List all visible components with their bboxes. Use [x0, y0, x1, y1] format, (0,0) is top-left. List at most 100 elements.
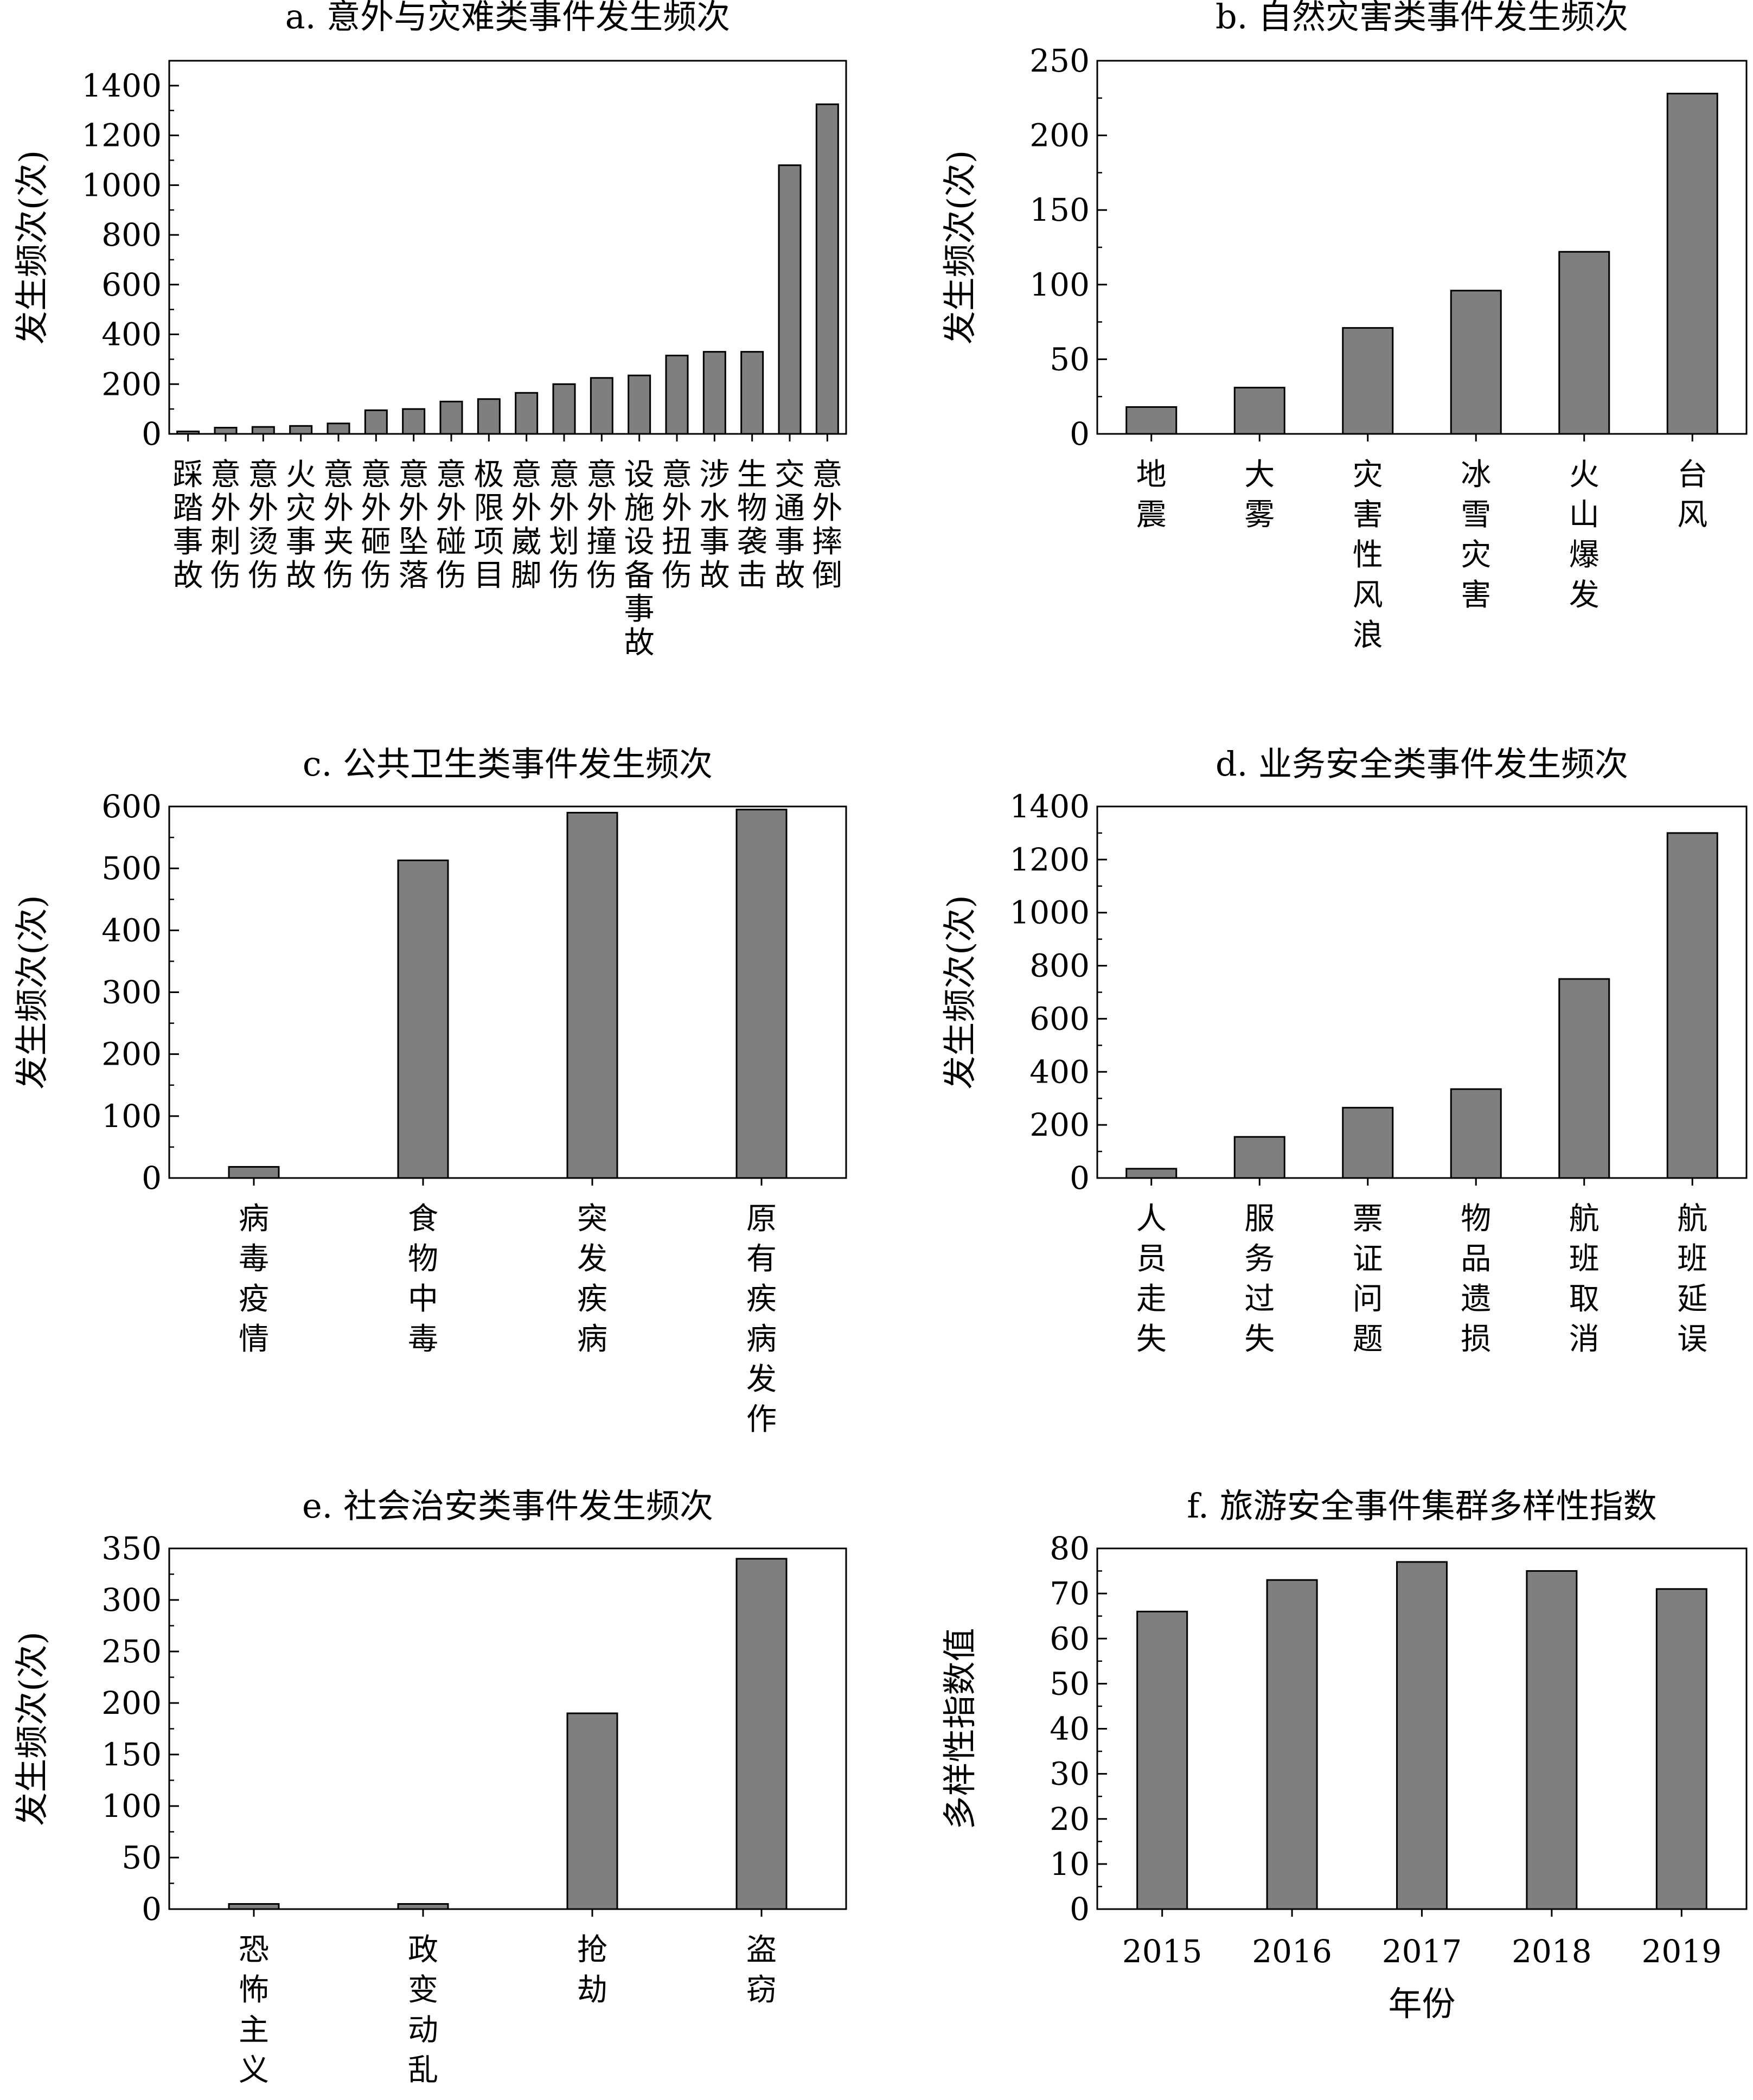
bar [1125, 406, 1178, 435]
y-tick-label: 100 [101, 1788, 162, 1824]
bar [397, 1903, 449, 1910]
bar [735, 1558, 788, 1910]
bar [815, 103, 839, 435]
bar [1396, 1561, 1448, 1910]
x-tick-label: 病毒疫情 [239, 1201, 269, 1357]
y-tick-label: 800 [101, 216, 162, 253]
x-tick-label: 冰雪灾害 [1461, 457, 1491, 613]
y-tick-label: 150 [101, 1736, 162, 1773]
plot-frame [1096, 805, 1748, 1179]
x-tick-label: 意外坠落 [399, 457, 429, 593]
x-tick-label: 票证问题 [1353, 1201, 1383, 1357]
y-tick-label: 600 [1029, 1000, 1090, 1037]
y-axis-label: 多样性指数值 [940, 1628, 980, 1829]
y-tick-label: 10 [1050, 1846, 1090, 1883]
x-tick-label: 食物中毒 [408, 1201, 438, 1357]
bar [1558, 978, 1610, 1179]
chart-title: f. 旅游安全事件集群多样性指数 [1187, 1486, 1656, 1526]
bar [477, 398, 501, 435]
x-tick-label: 极限项目 [474, 457, 504, 593]
y-tick-label: 300 [101, 1582, 162, 1618]
y-tick-label: 0 [142, 415, 162, 452]
x-tick-label: 意外崴脚 [511, 457, 542, 593]
y-tick-label: 200 [101, 366, 162, 402]
x-tick-label: 踩踏事故 [173, 457, 203, 593]
x-tick-label: 意外夹伤 [323, 457, 354, 593]
x-tick-label: 意外摔倒 [812, 457, 842, 593]
bar [1136, 1610, 1188, 1910]
bar [251, 426, 275, 435]
bar [1233, 1136, 1285, 1179]
bar [1266, 1579, 1318, 1910]
y-tick-label: 0 [142, 1891, 162, 1928]
bar [1342, 1106, 1394, 1179]
y-tick-label: 1000 [81, 167, 162, 203]
y-tick-label: 70 [1050, 1575, 1090, 1612]
x-tick-label: 政变动乱 [408, 1932, 438, 2088]
bar [1558, 251, 1610, 435]
x-tick-label: 航班取消 [1569, 1201, 1600, 1357]
y-tick-label: 400 [101, 316, 162, 353]
bar [397, 859, 449, 1179]
plot-frame [168, 60, 847, 435]
plot-frame [1096, 60, 1748, 435]
y-tick-label: 300 [101, 974, 162, 1011]
x-tick-label: 2017 [1382, 1933, 1462, 1970]
chart-panel-b: b. 自然灾害类事件发生频次 0 50 100 150 200 250 发生频次(次) 地震 大雾… [940, 0, 1748, 653]
x-tick-label: 生物袭击 [737, 457, 767, 593]
chart-title: e. 社会治安类事件发生频次 [302, 1486, 713, 1526]
chart-panel-e: e. 社会治安类事件发生频次 0 50 100 150 200 250 300 350 发生频次(… [12, 1486, 847, 2088]
bar [628, 374, 651, 435]
bar [590, 377, 613, 435]
chart-panel-d: d. 业务安全类事件发生频次 0 200 400 600 800 1000 1200 1400 发… [940, 744, 1748, 1357]
y-tick-label: 0 [142, 1160, 162, 1196]
bar [228, 1903, 280, 1910]
bar [778, 164, 802, 435]
x-tick-label: 原有疾病发作 [746, 1201, 777, 1437]
chart-title: d. 业务安全类事件发生频次 [1215, 744, 1628, 784]
x-tick-label: 物品遗损 [1461, 1201, 1491, 1357]
x-tick-label: 2016 [1252, 1933, 1332, 1970]
y-tick-label: 600 [101, 266, 162, 303]
x-tick-label: 意外刺伤 [210, 457, 241, 593]
bar [214, 427, 238, 435]
y-tick-label: 400 [1029, 1053, 1090, 1090]
x-tick-label: 台风 [1677, 457, 1707, 533]
y-tick-label: 250 [1029, 42, 1090, 79]
chart-title: a. 意外与灾难类事件发生频次 [285, 0, 730, 36]
bar [1450, 290, 1502, 435]
x-tick-label: 突发疾病 [577, 1201, 607, 1357]
y-tick-label: 500 [101, 850, 162, 887]
y-tick-label: 50 [121, 1839, 162, 1876]
x-tick-label: 火灾事故 [286, 457, 316, 593]
bar [665, 355, 689, 435]
x-tick-label: 盗窃 [746, 1932, 777, 2008]
y-tick-label: 20 [1050, 1801, 1090, 1838]
x-tick-label: 航班延误 [1677, 1201, 1707, 1357]
x-tick-label: 涉水事故 [699, 457, 730, 593]
bar [1342, 327, 1394, 435]
x-tick-label: 意外砸伤 [361, 457, 391, 593]
chart-panel-f: f. 旅游安全事件集群多样性指数 0 10 20 30 40 50 60 70 80 多样性指数值 2… [940, 1486, 1748, 2024]
bar [402, 408, 426, 435]
y-tick-label: 200 [101, 1685, 162, 1721]
x-tick-label: 灾害性风浪 [1353, 457, 1383, 653]
y-tick-label: 150 [1029, 191, 1090, 228]
x-tick-label: 2015 [1122, 1933, 1202, 1970]
bar [566, 811, 618, 1179]
y-tick-label: 100 [101, 1098, 162, 1135]
y-tick-label: 600 [101, 788, 162, 825]
y-tick-label: 1400 [1009, 788, 1090, 825]
chart-panel-c: c. 公共卫生类事件发生频次 0 100 200 300 400 500 600 发生频次(次)… [12, 744, 847, 1437]
x-tick-label: 服务过失 [1244, 1201, 1275, 1357]
x-tick-label: 意外扭伤 [662, 457, 692, 593]
bar [566, 1712, 618, 1910]
x-axis-label: 年份 [1388, 1984, 1455, 2024]
y-tick-label: 0 [1070, 1160, 1090, 1196]
bar [1666, 93, 1718, 435]
y-tick-label: 1200 [81, 117, 162, 154]
bar [289, 425, 313, 435]
x-tick-label: 2019 [1641, 1933, 1722, 1970]
y-tick-label: 200 [1029, 117, 1090, 154]
